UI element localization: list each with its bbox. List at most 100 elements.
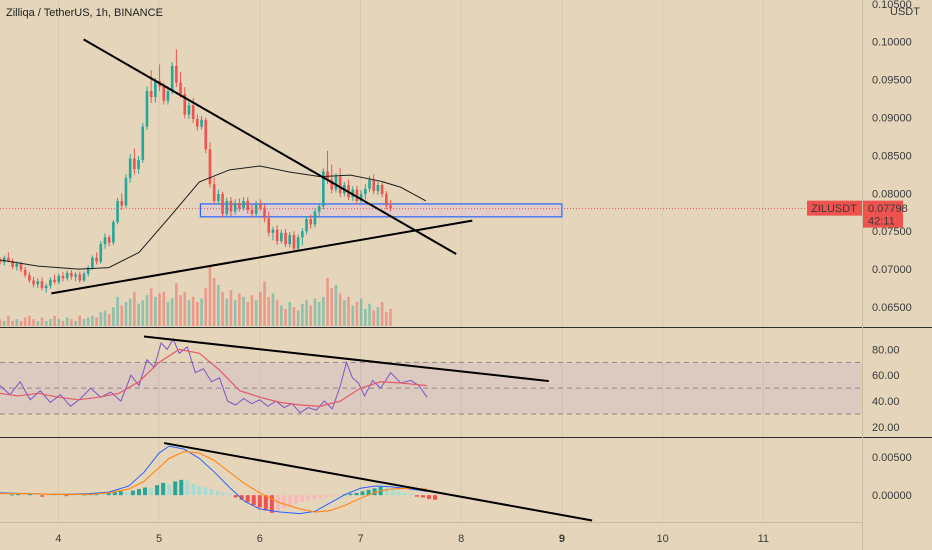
candle-body	[7, 257, 10, 261]
price-tick-label: 0.06500	[872, 302, 912, 314]
price-tick-label: 0.07000	[872, 264, 912, 276]
macd-histogram-bar	[233, 495, 238, 498]
candle-body	[107, 237, 111, 243]
candle-body	[57, 275, 61, 283]
candle-body	[217, 194, 220, 201]
volume-bar	[133, 291, 136, 326]
candle-body	[120, 200, 124, 206]
price-tick-label: 0.08000	[872, 188, 912, 200]
descending-trendline[interactable]	[83, 38, 457, 255]
candle-body	[271, 229, 275, 233]
volume-bar	[212, 278, 216, 326]
macd-histogram-bar	[312, 495, 317, 500]
candle-body	[233, 203, 237, 212]
macd-histogram-bar	[426, 495, 431, 500]
candle-body	[128, 158, 132, 179]
macd-histogram-bar	[191, 483, 196, 496]
candle-body	[376, 184, 380, 192]
macd-histogram-bar	[414, 495, 419, 497]
volume-bar	[149, 288, 153, 326]
volume-bar	[359, 298, 363, 326]
macd-histogram-bar	[130, 490, 135, 496]
time-tick-label: 9	[559, 533, 565, 545]
candle-body	[208, 149, 212, 185]
macd-histogram-bar	[143, 487, 148, 496]
volume-bar	[326, 278, 329, 326]
candle-body	[246, 200, 250, 211]
macd-histogram-bar	[173, 481, 178, 496]
volume-bar	[2, 320, 6, 326]
macd-histogram-bar	[227, 493, 232, 496]
candle-body	[74, 274, 77, 277]
volume-bar	[372, 310, 376, 326]
macd-histogram-bar	[239, 495, 244, 500]
macd-histogram-bar	[100, 493, 105, 496]
ascending-trendline[interactable]	[51, 219, 473, 295]
volume-bar	[292, 307, 296, 326]
volume-bar	[99, 312, 103, 326]
macd-histogram-bar	[390, 489, 395, 496]
volume-bar	[204, 288, 208, 326]
volume-bar	[40, 317, 44, 326]
volume-bar	[36, 320, 40, 326]
macd-divergence-trendline[interactable]	[163, 442, 593, 522]
time-tick-label: 8	[458, 533, 464, 545]
macd-histogram-bar	[46, 495, 51, 497]
macd-histogram-bar	[402, 492, 407, 496]
volume-bar	[19, 320, 23, 326]
macd-histogram-bar	[34, 494, 39, 496]
candle-body	[91, 257, 94, 268]
volume-bar	[179, 295, 182, 326]
volume-bar	[145, 295, 149, 326]
rsi-line	[0, 337, 428, 414]
candle-body	[28, 275, 31, 281]
macd-histogram-bar	[408, 493, 413, 496]
candle-body	[40, 281, 44, 289]
macd-histogram-bar	[318, 495, 323, 499]
candle-body	[36, 281, 40, 285]
macd-histogram-bar	[136, 489, 141, 496]
candle-body	[82, 273, 86, 281]
macd-histogram-bar	[306, 495, 311, 501]
candle-body	[53, 279, 56, 283]
currency-label: USDT	[890, 6, 920, 18]
rsi-tick-label: 40.00	[872, 396, 900, 408]
candle-body	[86, 267, 90, 274]
macd-histogram-bar	[16, 493, 21, 496]
volume-bar	[368, 303, 371, 326]
candle-body	[305, 219, 308, 232]
volume-bar	[57, 319, 61, 326]
candle-body	[313, 211, 317, 225]
macd-histogram-bar	[40, 495, 45, 497]
macd-histogram-bar	[118, 491, 123, 496]
volume-bar	[322, 296, 325, 326]
volume-bar	[15, 319, 19, 326]
candle-body	[145, 90, 149, 127]
macd-histogram-bar	[215, 491, 220, 496]
macd-tick-label: 0.00500	[872, 452, 912, 464]
candle-body	[44, 285, 48, 289]
volume-bar	[162, 291, 166, 326]
price-tick-label: 0.08500	[872, 150, 912, 162]
rsi-divergence-trendline[interactable]	[143, 335, 549, 383]
volume-bar	[242, 296, 245, 326]
volume-bar	[305, 300, 308, 326]
candle-body	[175, 65, 178, 83]
volume-bar	[217, 284, 220, 326]
candle-body	[2, 257, 6, 263]
price-tick-label: 0.10500	[872, 0, 912, 11]
volume-bar	[103, 310, 107, 326]
candle-body	[103, 237, 107, 245]
macd-histogram-bar	[64, 495, 69, 497]
macd-histogram-bar	[251, 495, 256, 506]
candle-body	[380, 184, 384, 195]
volume-bar	[137, 303, 140, 326]
macd-histogram-bar	[149, 488, 154, 496]
volume-bar	[49, 319, 52, 326]
candle-body	[65, 272, 69, 279]
volume-bar	[78, 315, 82, 326]
candle-body	[330, 179, 334, 190]
